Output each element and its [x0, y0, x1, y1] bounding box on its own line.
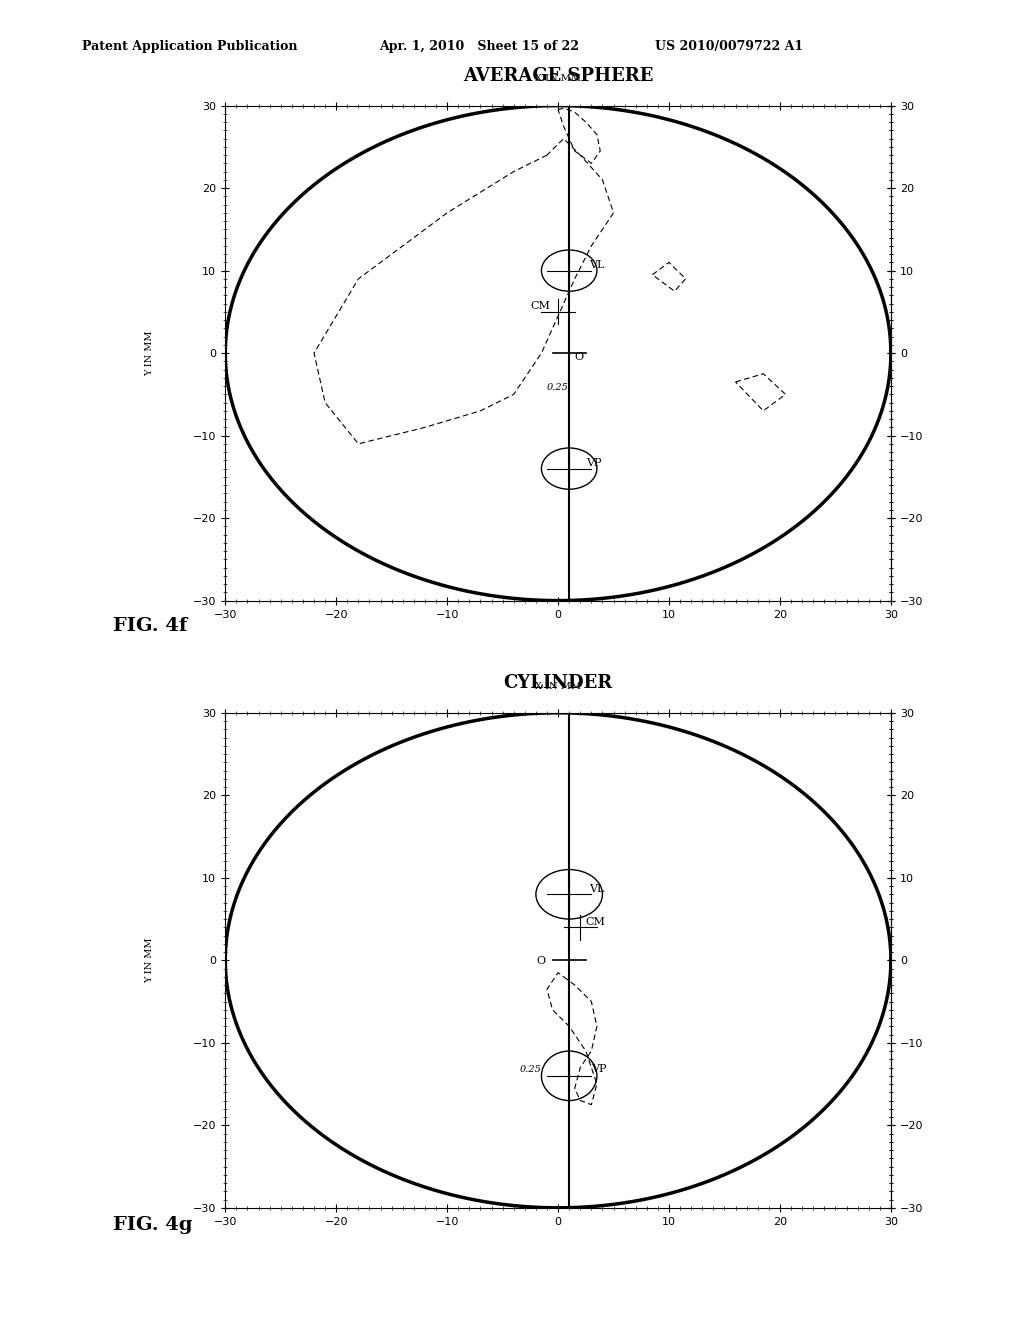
Text: FIG. 4f: FIG. 4f: [113, 616, 187, 635]
Text: VP: VP: [592, 1064, 607, 1073]
Text: VL: VL: [589, 260, 604, 271]
Text: VP: VP: [586, 458, 601, 469]
Text: CM: CM: [586, 917, 605, 927]
Text: X IN MM: X IN MM: [536, 681, 581, 690]
Text: 0.25: 0.25: [547, 383, 569, 392]
Text: CM: CM: [530, 301, 550, 312]
Text: Patent Application Publication: Patent Application Publication: [82, 40, 297, 53]
Y-axis label: Y IN MM: Y IN MM: [144, 330, 154, 376]
Text: FIG. 4g: FIG. 4g: [113, 1216, 193, 1234]
Text: 0.25: 0.25: [519, 1065, 541, 1073]
Title: CYLINDER: CYLINDER: [504, 673, 612, 692]
Text: O: O: [574, 351, 584, 362]
Title: AVERAGE SPHERE: AVERAGE SPHERE: [463, 66, 653, 84]
Text: X IN MM: X IN MM: [536, 74, 581, 83]
Text: US 2010/0079722 A1: US 2010/0079722 A1: [655, 40, 804, 53]
Text: O: O: [536, 957, 545, 966]
Text: Apr. 1, 2010   Sheet 15 of 22: Apr. 1, 2010 Sheet 15 of 22: [379, 40, 579, 53]
Y-axis label: Y IN MM: Y IN MM: [144, 937, 154, 983]
Text: VL: VL: [589, 884, 604, 894]
